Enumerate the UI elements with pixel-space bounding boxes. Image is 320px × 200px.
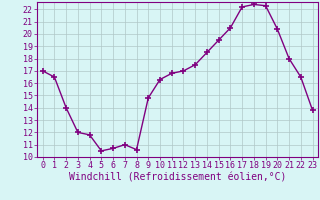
X-axis label: Windchill (Refroidissement éolien,°C): Windchill (Refroidissement éolien,°C): [69, 173, 286, 183]
